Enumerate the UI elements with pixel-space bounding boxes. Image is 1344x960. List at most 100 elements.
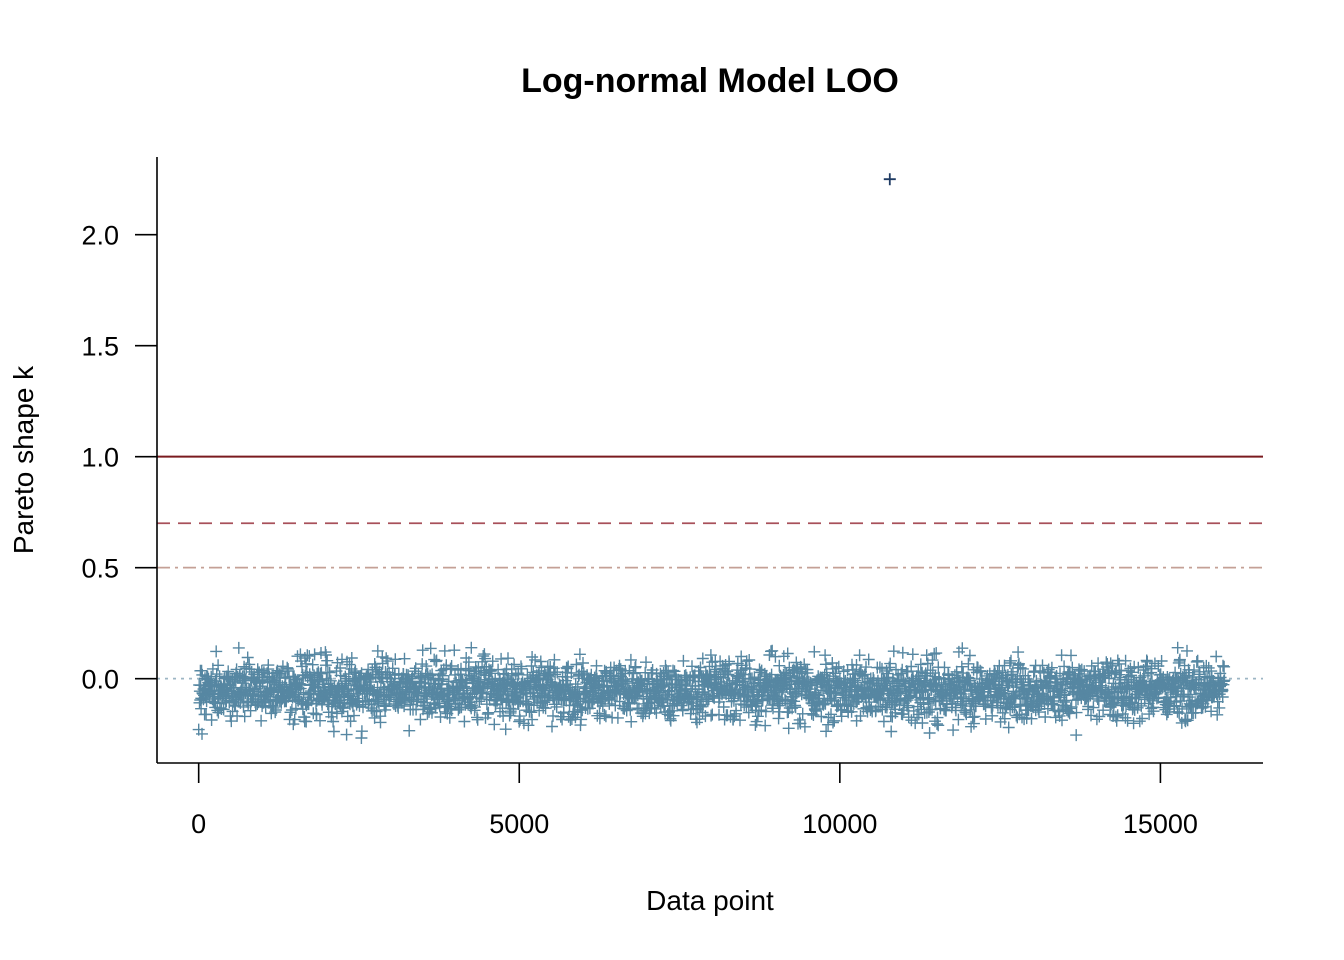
data-point	[1070, 729, 1083, 742]
data-point	[947, 724, 960, 737]
data-point	[1133, 715, 1146, 728]
data-point	[830, 662, 843, 675]
data-point	[1016, 662, 1029, 675]
data-point	[624, 703, 637, 716]
data-point	[704, 649, 717, 662]
data-point	[1065, 700, 1078, 713]
data-point	[1091, 693, 1104, 705]
data-point	[798, 720, 811, 733]
data-point	[303, 650, 316, 663]
data-point	[889, 706, 902, 719]
data-point	[922, 706, 935, 718]
data-point	[730, 707, 743, 720]
data-point	[1097, 704, 1110, 717]
x-tick-label: 0	[191, 809, 206, 839]
data-point	[914, 658, 927, 671]
data-point	[932, 719, 945, 732]
data-point	[962, 657, 975, 670]
data-point	[314, 714, 326, 727]
data-point	[884, 657, 897, 670]
data-point	[373, 697, 385, 710]
data-point	[458, 715, 471, 728]
data-point	[590, 672, 603, 685]
x-tick-label: 15000	[1123, 809, 1198, 839]
data-point	[938, 661, 951, 674]
data-point	[323, 666, 336, 679]
data-point	[627, 667, 640, 680]
data-point	[403, 724, 416, 737]
data-point	[746, 672, 758, 685]
data-point	[546, 720, 558, 733]
data-point	[896, 646, 909, 659]
data-point	[677, 654, 690, 667]
data-point	[629, 660, 642, 673]
data-point	[815, 710, 828, 723]
data-point	[251, 698, 264, 711]
data-point	[598, 708, 611, 721]
data-point	[238, 710, 251, 723]
data-point	[926, 703, 938, 716]
data-point	[515, 662, 528, 675]
data-point	[330, 707, 343, 720]
data-point	[526, 713, 539, 726]
data-point	[502, 652, 514, 665]
data-point	[825, 694, 838, 707]
data-point	[965, 720, 978, 733]
data-point	[887, 645, 900, 658]
data-point	[314, 667, 327, 680]
data-point	[1145, 662, 1158, 675]
data-point	[348, 709, 360, 722]
data-point	[1014, 661, 1027, 674]
data-point	[590, 659, 603, 672]
data-point	[465, 641, 478, 654]
outlier-point	[883, 173, 896, 186]
data-point	[479, 652, 492, 665]
data-point	[269, 704, 282, 716]
data-point	[548, 653, 561, 666]
data-point	[1190, 655, 1203, 668]
data-point	[1150, 692, 1163, 705]
data-point	[508, 658, 521, 671]
y-tick-label: 2.0	[81, 221, 119, 251]
data-point	[1027, 666, 1040, 679]
data-point	[577, 657, 589, 669]
data-point	[1022, 673, 1035, 686]
data-point	[789, 701, 802, 714]
data-point	[828, 714, 841, 727]
data-point	[963, 677, 976, 690]
data-point	[1132, 661, 1145, 674]
data-point	[820, 725, 833, 738]
data-point	[974, 665, 987, 678]
data-point	[583, 702, 596, 715]
data-point	[1190, 676, 1203, 689]
data-point	[477, 650, 490, 662]
data-point	[1128, 703, 1141, 716]
data-point	[804, 679, 817, 692]
data-point	[1210, 650, 1223, 663]
data-point	[734, 714, 746, 727]
data-point	[1010, 709, 1023, 722]
y-tick-label: 0.5	[81, 554, 119, 584]
data-point	[1110, 714, 1123, 727]
data-point	[773, 659, 786, 672]
data-point	[486, 655, 499, 668]
data-point	[772, 712, 785, 725]
data-point	[1171, 641, 1184, 654]
data-point	[529, 653, 542, 666]
data-point	[409, 662, 422, 675]
data-point	[1152, 660, 1165, 672]
data-point	[938, 703, 950, 716]
data-point	[640, 656, 652, 669]
data-point	[549, 668, 562, 681]
data-point	[225, 715, 238, 728]
data-point	[862, 653, 875, 666]
reference-lines	[157, 455, 1263, 680]
data-point	[996, 681, 1009, 694]
data-point	[624, 653, 637, 666]
data-point	[1200, 659, 1213, 672]
data-point	[827, 716, 839, 729]
data-point	[564, 714, 577, 726]
data-point	[466, 699, 478, 712]
data-point	[911, 711, 924, 724]
data-point	[300, 699, 313, 712]
